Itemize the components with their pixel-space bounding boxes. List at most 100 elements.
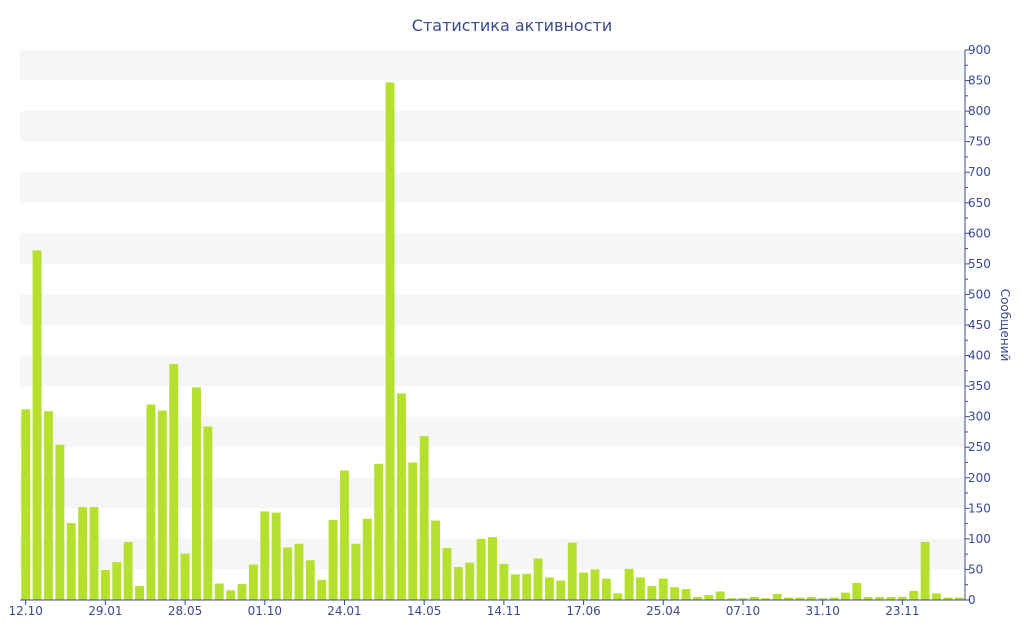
bar[interactable] [932, 593, 941, 600]
bar[interactable] [192, 387, 201, 600]
bar[interactable] [636, 577, 645, 600]
bar[interactable] [738, 598, 748, 600]
bar[interactable] [852, 582, 862, 600]
bar[interactable] [579, 572, 589, 601]
bar[interactable] [886, 596, 896, 600]
bar[interactable] [135, 585, 144, 600]
bar[interactable] [795, 597, 805, 600]
bar[interactable] [146, 404, 156, 600]
bar[interactable] [624, 568, 634, 600]
bar[interactable] [112, 562, 122, 600]
bar[interactable] [157, 410, 167, 600]
bar[interactable] [351, 543, 361, 600]
bar[interactable] [670, 587, 680, 600]
bar[interactable] [761, 598, 771, 600]
bar[interactable] [806, 596, 816, 600]
bar[interactable] [442, 548, 452, 600]
bar[interactable] [305, 560, 315, 600]
bar[interactable] [44, 411, 53, 600]
bar[interactable] [590, 569, 600, 600]
y-axis-title: Сообщений [998, 289, 1012, 362]
bar[interactable] [544, 577, 554, 600]
bar[interactable] [89, 507, 99, 600]
bar[interactable] [55, 444, 65, 600]
bar[interactable] [362, 518, 372, 600]
bar[interactable] [875, 596, 885, 600]
bar[interactable] [647, 585, 657, 600]
bar[interactable] [863, 596, 873, 600]
bar[interactable] [431, 520, 441, 600]
bar[interactable] [419, 436, 429, 600]
y-tick-label: 650 [968, 196, 991, 210]
bar[interactable] [453, 567, 463, 600]
x-tick-label: 14.11 [487, 604, 521, 618]
grid-band [20, 355, 965, 387]
bar[interactable] [784, 597, 793, 600]
bar[interactable] [727, 598, 737, 600]
bar[interactable] [408, 462, 418, 601]
bar[interactable] [715, 591, 725, 600]
bar[interactable] [169, 364, 179, 600]
bar[interactable] [522, 573, 532, 600]
y-tick-label: 450 [968, 318, 991, 332]
bar[interactable] [704, 595, 714, 600]
bar[interactable] [214, 583, 224, 601]
bar[interactable] [533, 558, 543, 600]
bar[interactable] [260, 511, 270, 600]
bar[interactable] [396, 393, 406, 600]
bar[interactable] [21, 409, 31, 600]
y-tick-label: 50 [968, 562, 983, 576]
bar[interactable] [340, 470, 349, 600]
bar[interactable] [556, 580, 566, 600]
bar[interactable] [488, 537, 497, 600]
x-tick-label: 24.01 [327, 604, 361, 618]
bar[interactable] [374, 463, 384, 600]
bar[interactable] [829, 597, 839, 600]
x-tick-label: 17.06 [566, 604, 600, 618]
bar[interactable] [920, 541, 930, 600]
bar[interactable] [749, 596, 759, 600]
bar[interactable] [100, 570, 110, 600]
bar[interactable] [772, 593, 782, 600]
bar[interactable] [681, 589, 691, 600]
bar[interactable] [613, 593, 623, 600]
x-axis-ticks: 12.10 29.01 28.05 01.10 24.01 14.05 14.11 17.06… [9, 600, 920, 618]
bar[interactable] [294, 543, 304, 600]
x-tick-label: 07.10 [726, 604, 760, 618]
bar[interactable] [693, 596, 702, 600]
bar[interactable] [601, 578, 611, 600]
bar[interactable] [248, 564, 258, 600]
bar[interactable] [237, 584, 247, 600]
bar[interactable] [909, 590, 919, 600]
y-tick-label: 850 [968, 74, 991, 88]
bar[interactable] [226, 590, 236, 600]
chart-title: Статистика активности [412, 16, 612, 35]
bar[interactable] [510, 574, 520, 600]
bar[interactable] [123, 541, 133, 600]
bar[interactable] [78, 507, 88, 600]
bar[interactable] [567, 542, 577, 600]
bar[interactable] [499, 563, 509, 600]
bar[interactable] [476, 538, 486, 600]
bar[interactable] [385, 82, 395, 600]
bar[interactable] [283, 547, 292, 600]
bar[interactable] [32, 250, 42, 600]
y-tick-label: 750 [968, 135, 991, 149]
bar[interactable] [180, 553, 190, 600]
bar[interactable] [271, 512, 281, 600]
bar[interactable] [818, 598, 828, 600]
bar[interactable] [66, 523, 76, 600]
bar[interactable] [897, 596, 907, 600]
bar[interactable] [328, 519, 338, 600]
bar[interactable] [317, 579, 327, 600]
x-tick-label: 01.10 [248, 604, 282, 618]
bar[interactable] [954, 597, 964, 600]
bar[interactable] [943, 597, 953, 600]
x-tick-label: 25.04 [646, 604, 680, 618]
bar[interactable] [841, 592, 850, 600]
bar[interactable] [203, 426, 213, 600]
bar[interactable] [465, 562, 475, 600]
y-tick-label: 250 [968, 440, 991, 454]
bar[interactable] [658, 578, 668, 600]
x-tick-label: 28.05 [168, 604, 202, 618]
